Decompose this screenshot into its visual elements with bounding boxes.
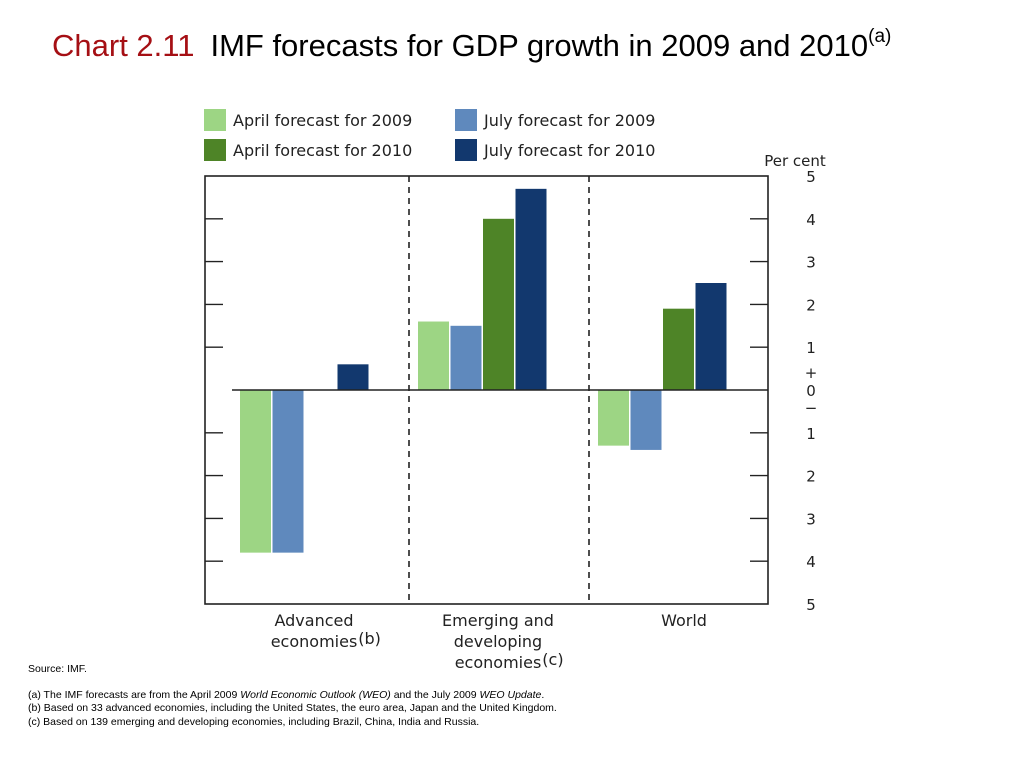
bar xyxy=(515,188,547,390)
category-footnote-marker: (b) xyxy=(358,629,381,648)
y-axis-unit-label: Per cent xyxy=(764,152,826,170)
y-tick-label: 3 xyxy=(806,254,816,272)
legend-swatch xyxy=(455,139,477,161)
y-tick-label: 1 xyxy=(806,339,816,357)
bar xyxy=(418,321,449,390)
y-tick-label: 2 xyxy=(806,468,816,486)
legend-label: July forecast for 2010 xyxy=(483,141,655,160)
footnote-a-end: . xyxy=(541,688,545,701)
y-axis-ticks: 5 4 3 2 1 0 1 2 3 4 5 + − xyxy=(205,168,817,614)
y-tick-label: 1 xyxy=(806,425,816,443)
bar xyxy=(240,390,271,553)
footnote-a-prefix: (a) The IMF forecasts are from the April… xyxy=(28,688,241,701)
bar xyxy=(695,283,727,390)
bar xyxy=(272,390,304,553)
category-label: Emerging and xyxy=(442,611,554,630)
bar xyxy=(663,308,694,390)
category-label: developing xyxy=(454,632,542,651)
footnote-a-mid: and the July 2009 xyxy=(390,688,480,701)
category-label: Advanced xyxy=(274,611,353,630)
legend-label: July forecast for 2009 xyxy=(483,111,655,130)
chart-title-text: IMF forecasts for GDP growth in 2009 and… xyxy=(210,28,869,63)
chart-notes: Source: IMF. (a) The IMF forecasts are f… xyxy=(28,663,988,729)
bar xyxy=(630,390,662,450)
legend-swatch xyxy=(455,109,477,131)
y-tick-label: 4 xyxy=(806,553,816,571)
bar xyxy=(483,218,514,390)
bar xyxy=(450,325,482,390)
footnote-a-weo: World Economic Outlook (WEO) xyxy=(240,688,391,701)
chart-legend: April forecast for 2009 July forecast for… xyxy=(204,109,655,161)
category-label: World xyxy=(661,611,707,630)
footnote-a: (a) The IMF forecasts are from the April… xyxy=(28,689,988,703)
footnote-c: (c) Based on 139 emerging and developing… xyxy=(28,715,480,728)
y-tick-label: 5 xyxy=(806,596,816,614)
y-tick-label: 3 xyxy=(806,510,816,528)
legend-label: April forecast for 2009 xyxy=(233,111,412,130)
category-footnote-marker: (c) xyxy=(542,650,563,669)
title-footnote-marker: (a) xyxy=(868,26,892,47)
footnote-b: (b) Based on 33 advanced economies, incl… xyxy=(28,702,557,714)
source-note: Source: IMF. xyxy=(28,663,87,675)
y-tick-label: 4 xyxy=(806,211,816,229)
bar xyxy=(598,390,629,446)
y-tick-label: 0 xyxy=(806,382,816,400)
bars-group xyxy=(240,188,727,553)
y-tick-label: 5 xyxy=(806,168,816,186)
minus-sign: − xyxy=(805,399,818,417)
plus-sign: + xyxy=(805,364,818,382)
y-tick-label: 2 xyxy=(806,296,816,314)
axes-group xyxy=(204,175,769,605)
footnote-a-update: WEO Update xyxy=(479,688,542,701)
category-label: economies xyxy=(271,632,358,651)
legend-swatch xyxy=(204,139,226,161)
category-label: economies xyxy=(455,653,542,672)
page-title: Chart 2.11 IMF forecasts for GDP growth i… xyxy=(52,26,1012,66)
bar-chart: April forecast for 2009 July forecast for… xyxy=(204,109,826,672)
bar xyxy=(337,364,369,390)
legend-swatch xyxy=(204,109,226,131)
legend-label: April forecast for 2010 xyxy=(233,141,412,160)
chart-number: Chart 2.11 xyxy=(52,28,195,63)
